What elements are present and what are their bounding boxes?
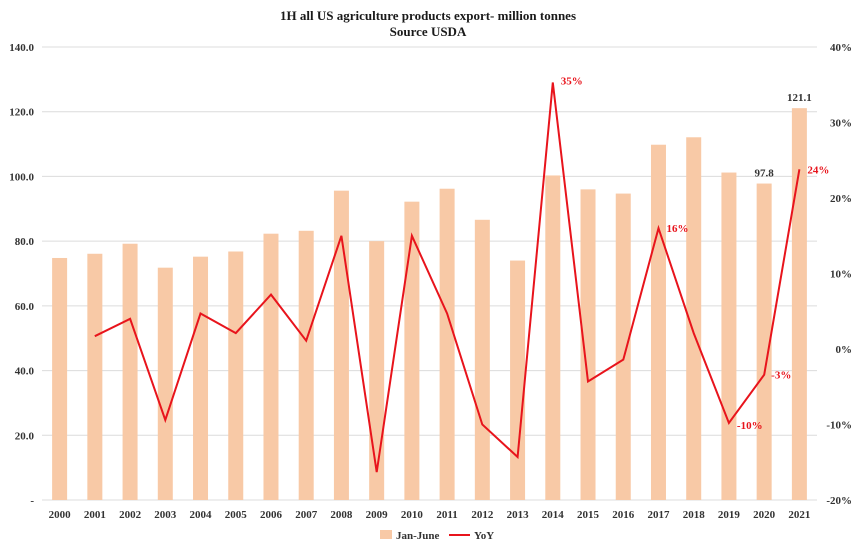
x-tick-label: 2013 bbox=[507, 509, 530, 521]
bar-2019 bbox=[721, 172, 737, 500]
x-tick-label: 2017 bbox=[647, 509, 670, 521]
bar-2007 bbox=[298, 230, 314, 500]
x-tick-label: 2016 bbox=[612, 509, 635, 521]
x-axis-ticks: 2000 2001 2002 2003 2004 2005 2006 2007 2008 2009… bbox=[49, 509, 811, 521]
bar-2015 bbox=[580, 189, 596, 500]
line-series-yoy bbox=[94, 82, 801, 473]
y2-tick-label: 10% bbox=[830, 269, 852, 281]
x-tick-label: 2010 bbox=[401, 509, 424, 521]
yoy-value-label: 16% bbox=[666, 223, 688, 235]
y2-tick-label: 20% bbox=[830, 193, 852, 205]
y-tick-label: 140.0 bbox=[9, 42, 34, 54]
x-tick-label: 2014 bbox=[542, 509, 565, 521]
legend-label-yoy: YoY bbox=[474, 530, 494, 542]
x-tick-label: 2003 bbox=[154, 509, 177, 521]
x-tick-label: 2012 bbox=[471, 509, 494, 521]
bar-2000 bbox=[52, 257, 68, 500]
x-tick-label: 2011 bbox=[436, 509, 457, 521]
yoy-value-label: -10% bbox=[737, 420, 763, 432]
legend: Jan-June YoY bbox=[380, 530, 494, 542]
yoy-value-label: 24% bbox=[807, 164, 829, 176]
x-tick-label: 2020 bbox=[753, 509, 776, 521]
bar-2021 bbox=[791, 108, 807, 500]
y2-tick-label: -20% bbox=[826, 495, 852, 507]
y2-tick-label: 40% bbox=[830, 42, 852, 54]
x-tick-label: 2004 bbox=[190, 509, 213, 521]
chart-subtitle: Source USDA bbox=[390, 24, 467, 39]
y2-tick-label: 30% bbox=[830, 118, 852, 130]
y2-tick-label: 0% bbox=[836, 344, 853, 356]
bar-2011 bbox=[439, 188, 455, 500]
bar-2018 bbox=[686, 137, 702, 500]
x-tick-label: 2001 bbox=[84, 509, 106, 521]
y-tick-label: - bbox=[30, 495, 34, 507]
bar-value-label: 121.1 bbox=[787, 92, 812, 104]
bar-2009 bbox=[369, 241, 385, 500]
yoy-value-label: -3% bbox=[771, 370, 791, 382]
bar-2010 bbox=[404, 201, 420, 500]
y2-tick-label: -10% bbox=[826, 420, 852, 432]
bar-2004 bbox=[193, 256, 209, 500]
bar-2005 bbox=[228, 251, 244, 500]
x-tick-label: 2005 bbox=[225, 509, 248, 521]
x-tick-label: 2008 bbox=[330, 509, 353, 521]
x-tick-label: 2021 bbox=[788, 509, 810, 521]
x-tick-label: 2000 bbox=[49, 509, 72, 521]
yoy-value-label: 35% bbox=[561, 75, 583, 87]
bar-2017 bbox=[650, 144, 666, 500]
x-tick-label: 2019 bbox=[718, 509, 741, 521]
bar-2012 bbox=[474, 219, 490, 500]
right-axis-ticks: -20% -10% 0% 10% 20% 30% 40% bbox=[826, 42, 852, 507]
y-tick-label: 80.0 bbox=[15, 236, 35, 248]
x-tick-label: 2009 bbox=[366, 509, 389, 521]
y-tick-label: 40.0 bbox=[15, 366, 35, 378]
y-tick-label: 60.0 bbox=[15, 301, 35, 313]
y-tick-label: 120.0 bbox=[9, 107, 34, 119]
bar-series-jan-june bbox=[52, 108, 807, 500]
bar-2006 bbox=[263, 233, 279, 500]
y-tick-label: 100.0 bbox=[9, 171, 34, 183]
bar-2014 bbox=[545, 175, 561, 500]
bar-2008 bbox=[333, 190, 349, 500]
chart-title: 1H all US agriculture products export- m… bbox=[280, 8, 576, 23]
x-tick-label: 2018 bbox=[683, 509, 706, 521]
bar-2013 bbox=[510, 260, 526, 500]
bar-2002 bbox=[122, 243, 138, 500]
bar-2016 bbox=[615, 193, 631, 500]
legend-swatch-jan-june bbox=[380, 530, 392, 539]
x-tick-label: 2015 bbox=[577, 509, 600, 521]
x-tick-label: 2002 bbox=[119, 509, 142, 521]
bar-2001 bbox=[87, 253, 103, 500]
bar-2020 bbox=[756, 183, 772, 500]
data-labels: 97.8 121.1 35% 16% -10% -3% 24% bbox=[561, 75, 830, 432]
x-tick-label: 2007 bbox=[295, 509, 318, 521]
x-tick-label: 2006 bbox=[260, 509, 283, 521]
bar-2003 bbox=[157, 267, 173, 500]
bar-value-label: 97.8 bbox=[755, 168, 775, 180]
legend-label-jan-june: Jan-June bbox=[396, 530, 440, 542]
y-tick-label: 20.0 bbox=[15, 430, 35, 442]
left-axis-ticks: - 20.0 40.0 60.0 80.0 100.0 120.0 140.0 bbox=[9, 42, 34, 507]
